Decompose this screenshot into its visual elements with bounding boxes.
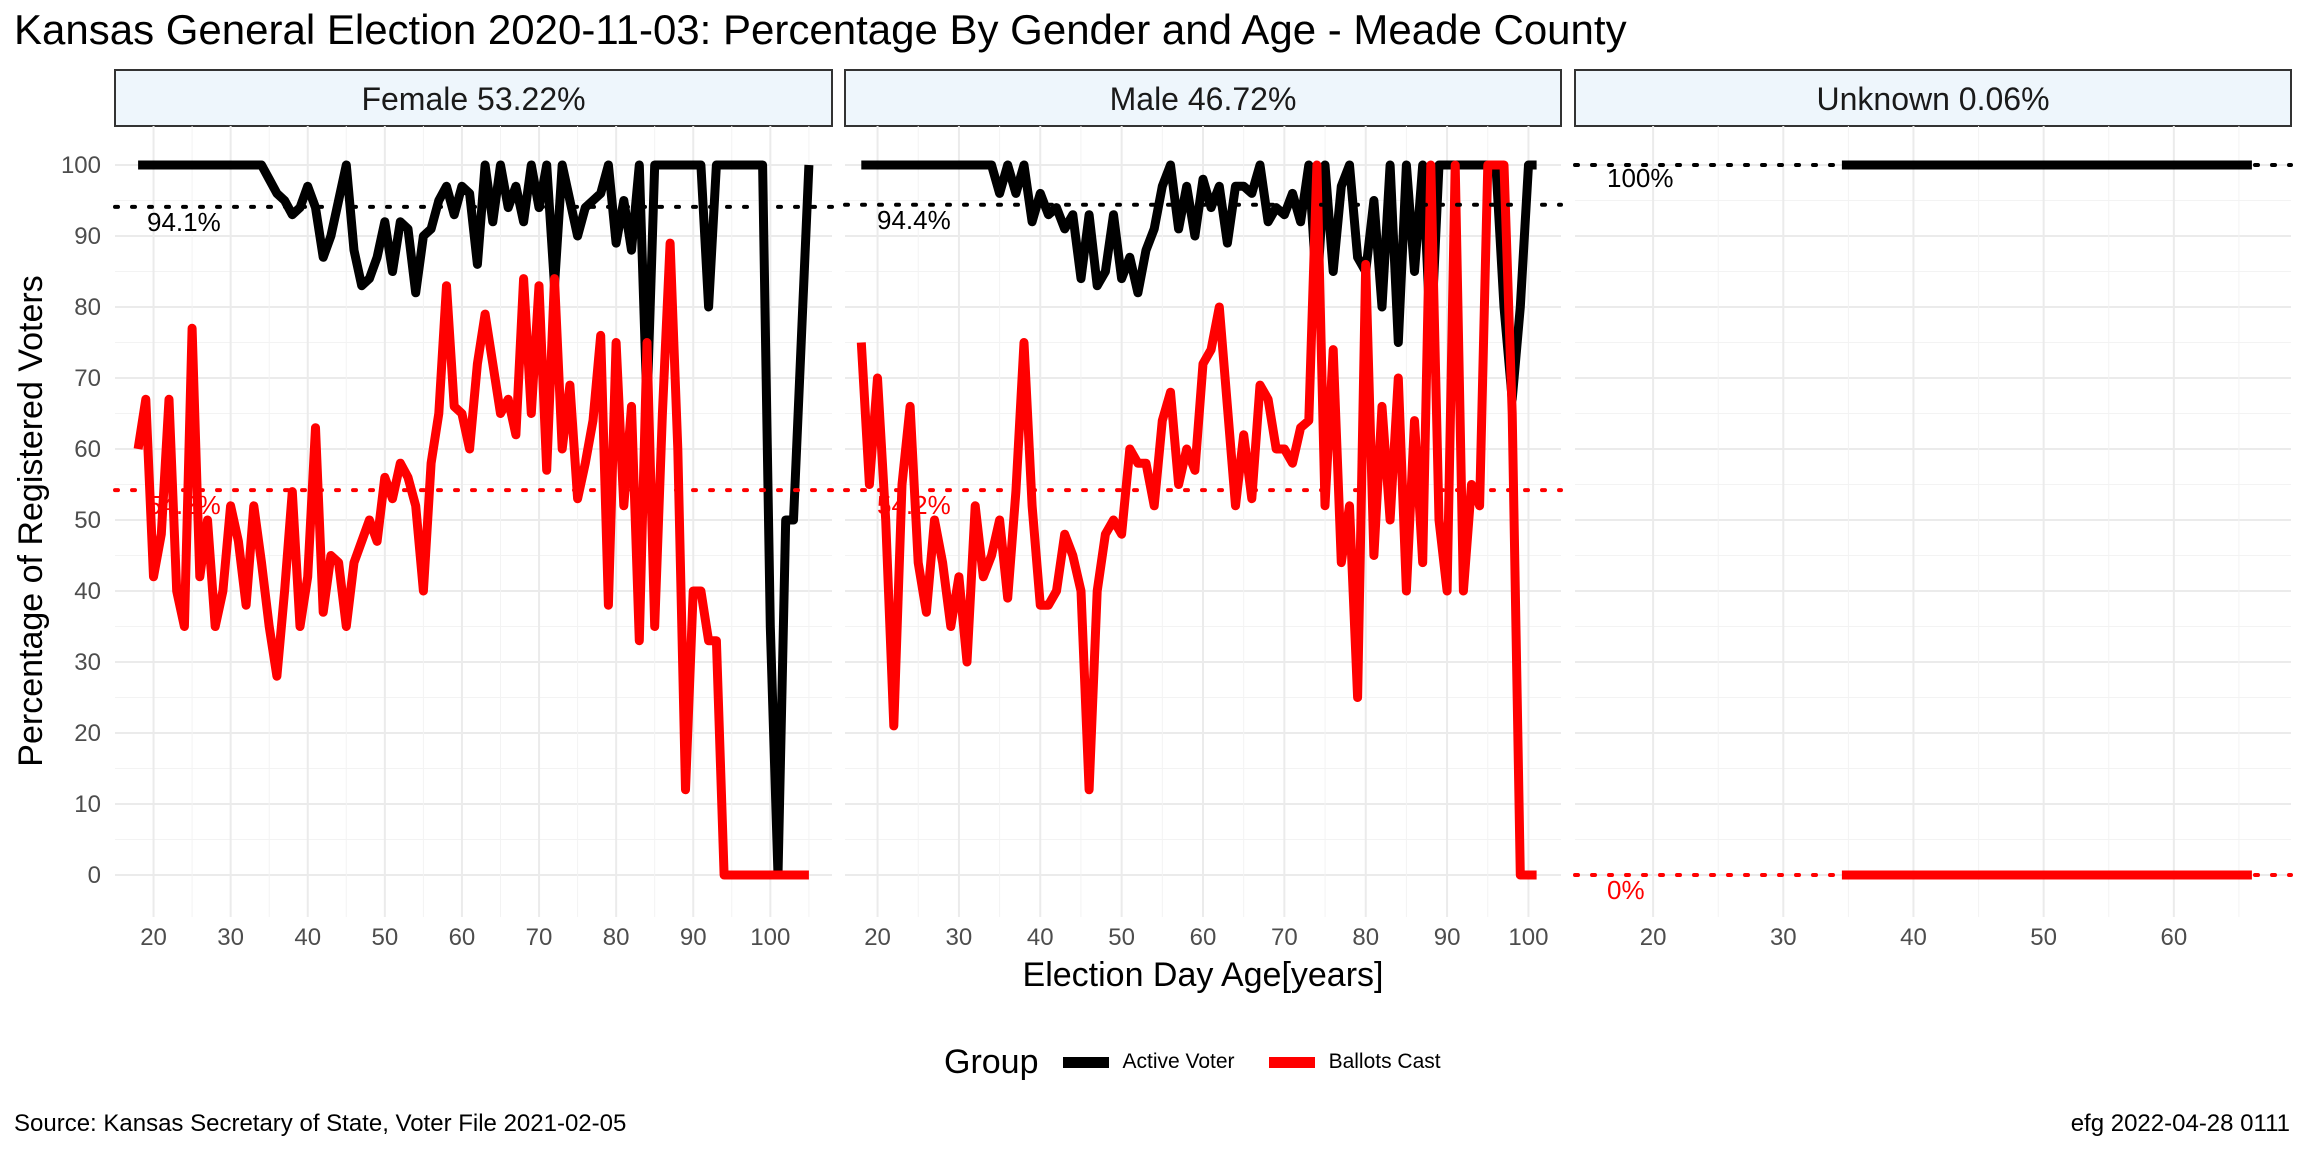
legend-swatch-active-voter <box>1062 1056 1109 1068</box>
panel-female-series-ballots-cast <box>133 238 809 880</box>
panel-female-x-tick-label-60: 60 <box>449 924 476 951</box>
y-axis-title: Percentage of Registered Voters <box>12 275 50 766</box>
panel-male-x-tick-label-50: 50 <box>1108 924 1135 951</box>
panel-unknown-x-tick-label-50: 50 <box>2030 924 2057 951</box>
panel-female-x-tick-label-100: 100 <box>750 924 790 951</box>
legend-item-active-voter: Active Voter <box>1062 1050 1235 1074</box>
panel-unknown-reference-label-ballots-cast: 0% <box>1607 875 1645 905</box>
panel-male-x-tick-label-90: 90 <box>1434 924 1461 951</box>
panel-male-strip-label: Male 46.72% <box>1110 81 1297 117</box>
panel-unknown-x-tick-label-20: 20 <box>1640 924 1667 951</box>
y-tick-label-0: 0 <box>88 862 101 889</box>
y-tick-label-30: 30 <box>74 649 101 676</box>
panel-male-x-tick-label-30: 30 <box>946 924 973 951</box>
panel-unknown-x-tick-label-30: 30 <box>1770 924 1797 951</box>
source-caption: Source: Kansas Secretary of State, Voter… <box>14 1110 627 1137</box>
y-tick-label-70: 70 <box>74 365 101 392</box>
panel-male-x-tick-label-80: 80 <box>1352 924 1379 951</box>
y-tick-label-50: 50 <box>74 507 101 534</box>
panel-unknown-reference-label-active-voter: 100% <box>1607 163 1674 193</box>
y-tick-label-80: 80 <box>74 294 101 321</box>
panel-male-x-tick-label-20: 20 <box>864 924 891 951</box>
legend-item-ballots-cast: Ballots Cast <box>1268 1050 1441 1074</box>
panel-unknown-strip <box>1574 69 2292 127</box>
panel-male-x-tick-label-70: 70 <box>1271 924 1298 951</box>
panel-female-reference-label-ballots-cast: 54.2% <box>147 490 221 520</box>
panel-female-strip <box>114 69 833 127</box>
panel-male-x-tick-label-60: 60 <box>1190 924 1217 951</box>
panel-female-x-tick-label-20: 20 <box>140 924 167 951</box>
panel-male-reference-label-ballots-cast: 54.2% <box>877 490 951 520</box>
legend: Group Active Voter Ballots Cast <box>944 1040 1475 1084</box>
panel-male-x-tick-label-100: 100 <box>1508 924 1548 951</box>
panel-unknown-x-tick-label-60: 60 <box>2160 924 2187 951</box>
panel-female-x-tick-label-80: 80 <box>603 924 630 951</box>
timestamp-caption: efg 2022-04-28 0111 <box>2070 1110 2290 1137</box>
panel-male-series-ballots-cast <box>856 160 1537 880</box>
y-tick-label-10: 10 <box>74 791 101 818</box>
panel-unknown-x-tick-label-40: 40 <box>1900 924 1927 951</box>
legend-title: Group <box>944 1042 1039 1081</box>
y-tick-label-60: 60 <box>74 436 101 463</box>
panel-female-reference-label-active-voter: 94.1% <box>147 207 221 237</box>
y-tick-label-40: 40 <box>74 578 101 605</box>
panel-female-strip-label: Female 53.22% <box>361 81 585 117</box>
legend-label-ballots-cast: Ballots Cast <box>1328 1050 1441 1073</box>
panel-female-x-tick-label-40: 40 <box>294 924 321 951</box>
y-tick-label-100: 100 <box>61 152 101 179</box>
y-tick-label-90: 90 <box>74 223 101 250</box>
panel-female-x-tick-label-30: 30 <box>217 924 244 951</box>
legend-label-active-voter: Active Voter <box>1122 1050 1235 1073</box>
chart-title: Kansas General Election 2020-11-03: Perc… <box>14 6 1627 53</box>
panel-male-strip <box>844 69 1562 127</box>
y-tick-label-20: 20 <box>74 720 101 747</box>
panel-female-x-tick-label-90: 90 <box>680 924 707 951</box>
panel-unknown-strip-label: Unknown 0.06% <box>1816 81 2049 117</box>
x-axis-title: Election Day Age[years] <box>1023 956 1384 994</box>
panel-male-x-tick-label-40: 40 <box>1027 924 1054 951</box>
panel-female-x-tick-label-70: 70 <box>526 924 553 951</box>
legend-swatch-ballots-cast <box>1268 1056 1315 1068</box>
panel-female-x-tick-label-50: 50 <box>371 924 398 951</box>
panel-male-reference-label-active-voter: 94.4% <box>877 205 951 235</box>
